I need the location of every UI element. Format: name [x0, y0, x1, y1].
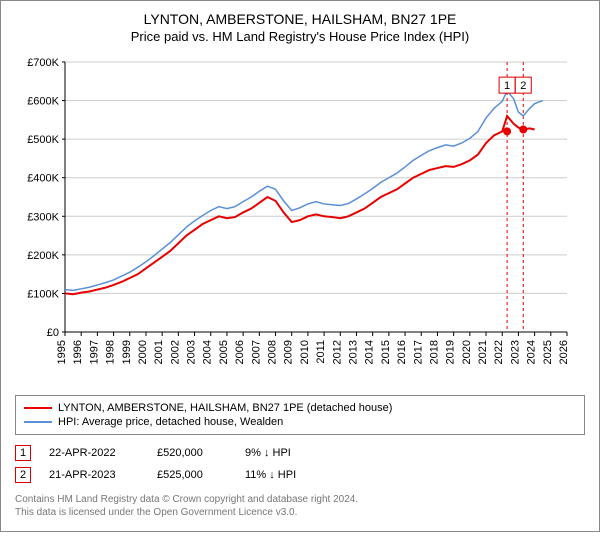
sale-price: £520,000: [157, 447, 227, 459]
sale-row: 1 22-APR-2022 £520,000 9% ↓ HPI: [15, 445, 585, 461]
svg-text:1998: 1998: [105, 340, 117, 364]
svg-text:2009: 2009: [283, 340, 295, 364]
footer: Contains HM Land Registry data © Crown c…: [15, 493, 585, 519]
legend-label: HPI: Average price, detached house, Weal…: [58, 416, 283, 428]
svg-text:2000: 2000: [137, 340, 149, 364]
svg-text:£300K: £300K: [27, 211, 59, 223]
svg-text:2017: 2017: [412, 340, 424, 364]
svg-text:2016: 2016: [396, 340, 408, 364]
svg-text:2022: 2022: [493, 340, 505, 364]
svg-text:2018: 2018: [428, 340, 440, 364]
sale-diff: 9% ↓ HPI: [245, 447, 291, 459]
sales-list: 1 22-APR-2022 £520,000 9% ↓ HPI 2 21-APR…: [15, 445, 585, 483]
svg-text:2023: 2023: [509, 340, 521, 364]
svg-text:2012: 2012: [331, 340, 343, 364]
footer-line: This data is licensed under the Open Gov…: [15, 506, 585, 519]
chart-title: LYNTON, AMBERSTONE, HAILSHAM, BN27 1PE: [15, 11, 585, 27]
svg-text:2010: 2010: [299, 340, 311, 364]
svg-text:1999: 1999: [121, 340, 133, 364]
svg-text:2007: 2007: [250, 340, 262, 364]
svg-text:2013: 2013: [347, 340, 359, 364]
svg-text:2026: 2026: [558, 340, 570, 364]
svg-text:£700K: £700K: [27, 57, 59, 69]
legend-swatch: [24, 407, 52, 409]
sale-price: £525,000: [157, 469, 227, 481]
sale-row: 2 21-APR-2023 £525,000 11% ↓ HPI: [15, 467, 585, 483]
svg-text:2019: 2019: [445, 340, 457, 364]
svg-text:2021: 2021: [477, 340, 489, 364]
svg-text:1997: 1997: [88, 340, 100, 364]
svg-text:£400K: £400K: [27, 173, 59, 185]
svg-text:2001: 2001: [153, 340, 165, 364]
legend: LYNTON, AMBERSTONE, HAILSHAM, BN27 1PE (…: [15, 395, 585, 435]
svg-text:2005: 2005: [218, 340, 230, 364]
svg-text:2024: 2024: [526, 340, 538, 364]
svg-text:2008: 2008: [267, 340, 279, 364]
svg-text:£600K: £600K: [27, 96, 59, 108]
svg-text:2015: 2015: [380, 340, 392, 364]
footer-line: Contains HM Land Registry data © Crown c…: [15, 493, 585, 506]
legend-swatch: [24, 421, 52, 423]
svg-text:2002: 2002: [169, 340, 181, 364]
svg-text:1: 1: [504, 80, 510, 92]
svg-text:£100K: £100K: [27, 288, 59, 300]
svg-text:1996: 1996: [72, 340, 84, 364]
sale-marker-box: 2: [15, 467, 31, 483]
svg-text:2: 2: [520, 80, 526, 92]
legend-item: LYNTON, AMBERSTONE, HAILSHAM, BN27 1PE (…: [24, 402, 576, 414]
svg-text:2006: 2006: [234, 340, 246, 364]
svg-text:£200K: £200K: [27, 250, 59, 262]
sale-date: 21-APR-2023: [49, 469, 139, 481]
chart-subtitle: Price paid vs. HM Land Registry's House …: [15, 29, 585, 44]
chart-plot: £0 £100K £200K £300K £400K £500K £600K £700K 199…: [15, 52, 585, 387]
svg-text:2025: 2025: [542, 340, 554, 364]
svg-text:1995: 1995: [56, 340, 68, 364]
svg-text:£500K: £500K: [27, 134, 59, 146]
legend-label: LYNTON, AMBERSTONE, HAILSHAM, BN27 1PE (…: [58, 402, 392, 414]
svg-text:2011: 2011: [315, 340, 327, 364]
svg-text:2004: 2004: [202, 340, 214, 364]
svg-text:2003: 2003: [186, 340, 198, 364]
chart-container: LYNTON, AMBERSTONE, HAILSHAM, BN27 1PE P…: [0, 0, 600, 532]
svg-text:2014: 2014: [364, 340, 376, 364]
sale-diff: 11% ↓ HPI: [245, 469, 296, 481]
sale-marker-box: 1: [15, 445, 31, 461]
sale-date: 22-APR-2022: [49, 447, 139, 459]
line-chart-svg: £0 £100K £200K £300K £400K £500K £600K £700K 199…: [15, 52, 575, 382]
legend-item: HPI: Average price, detached house, Weal…: [24, 416, 576, 428]
svg-text:2020: 2020: [461, 340, 473, 364]
svg-text:£0: £0: [47, 327, 59, 339]
